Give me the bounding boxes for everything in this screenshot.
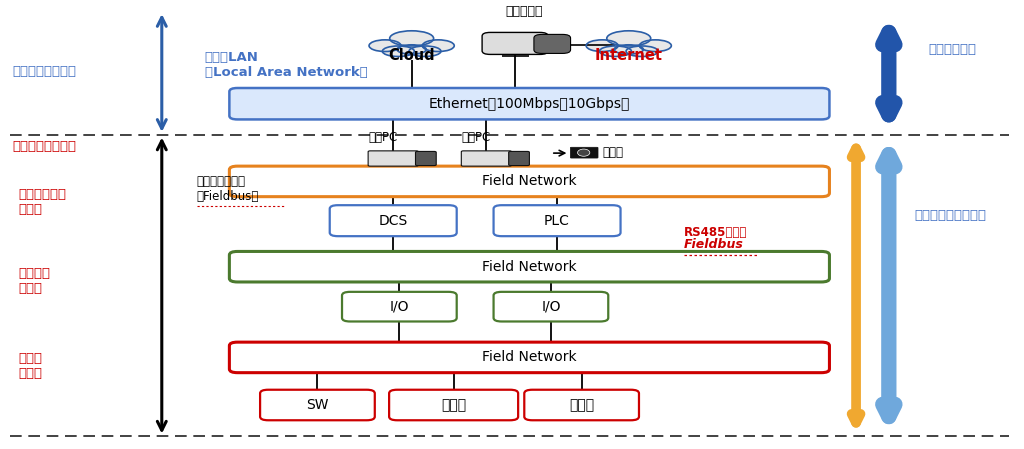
Ellipse shape xyxy=(422,40,455,52)
Text: PLC: PLC xyxy=(544,214,570,228)
Text: I/O: I/O xyxy=(389,299,410,314)
Text: 制御ネットワーク: 制御ネットワーク xyxy=(12,141,76,153)
FancyBboxPatch shape xyxy=(482,32,548,54)
Text: センサ: センサ xyxy=(441,398,466,412)
Ellipse shape xyxy=(409,46,441,57)
Text: Field Network: Field Network xyxy=(482,174,577,189)
FancyBboxPatch shape xyxy=(260,390,375,420)
Text: イーサネット: イーサネット xyxy=(929,43,976,56)
Text: フィールドバス
（Fieldbus）: フィールドバス （Fieldbus） xyxy=(197,175,259,202)
FancyBboxPatch shape xyxy=(229,251,829,282)
Text: コントロール
レベル: コントロール レベル xyxy=(18,188,67,216)
FancyBboxPatch shape xyxy=(524,390,639,420)
Text: Internet: Internet xyxy=(595,48,663,63)
FancyBboxPatch shape xyxy=(229,342,829,373)
Ellipse shape xyxy=(614,45,643,54)
FancyBboxPatch shape xyxy=(509,151,529,166)
Text: 情報ネットワーク: 情報ネットワーク xyxy=(12,66,76,78)
Text: センサ
レベル: センサ レベル xyxy=(18,352,42,380)
FancyBboxPatch shape xyxy=(534,35,570,53)
Text: I/O: I/O xyxy=(541,299,561,314)
Text: 制御PC: 制御PC xyxy=(462,131,490,144)
Text: DCS: DCS xyxy=(379,214,408,228)
Ellipse shape xyxy=(390,31,433,46)
FancyBboxPatch shape xyxy=(494,205,621,236)
Text: RS485ベース: RS485ベース xyxy=(684,226,748,238)
Text: デバイス
レベル: デバイス レベル xyxy=(18,267,50,295)
Ellipse shape xyxy=(599,46,632,57)
Ellipse shape xyxy=(639,40,672,52)
FancyBboxPatch shape xyxy=(229,166,829,197)
FancyBboxPatch shape xyxy=(330,205,457,236)
FancyBboxPatch shape xyxy=(416,151,436,166)
FancyBboxPatch shape xyxy=(229,88,829,119)
Text: カメラ: カメラ xyxy=(602,146,624,159)
Text: 制御PC: 制御PC xyxy=(369,131,397,144)
Ellipse shape xyxy=(397,45,426,54)
FancyBboxPatch shape xyxy=(342,292,457,321)
FancyBboxPatch shape xyxy=(369,151,418,166)
Text: Ethernet（100Mbps～10Gbps）: Ethernet（100Mbps～10Gbps） xyxy=(429,97,630,111)
Text: 産業用イーサネット: 産業用イーサネット xyxy=(914,209,986,222)
FancyBboxPatch shape xyxy=(570,147,598,158)
Text: Field Network: Field Network xyxy=(482,260,577,274)
Text: Cloud: Cloud xyxy=(388,48,435,63)
Ellipse shape xyxy=(382,46,415,57)
FancyBboxPatch shape xyxy=(461,151,511,166)
Text: Fieldbus: Fieldbus xyxy=(684,238,743,251)
Ellipse shape xyxy=(626,46,658,57)
Text: SW: SW xyxy=(306,398,329,412)
Text: Field Network: Field Network xyxy=(482,350,577,365)
Ellipse shape xyxy=(578,149,590,156)
Ellipse shape xyxy=(369,40,401,52)
Text: 各種サーバ: 各種サーバ xyxy=(506,5,543,18)
Ellipse shape xyxy=(586,40,618,52)
Text: バルブ: バルブ xyxy=(569,398,594,412)
FancyBboxPatch shape xyxy=(494,292,608,321)
FancyBboxPatch shape xyxy=(389,390,518,420)
Text: 企業内LAN
（Local Area Network）: 企業内LAN （Local Area Network） xyxy=(205,51,368,79)
Ellipse shape xyxy=(607,31,650,46)
